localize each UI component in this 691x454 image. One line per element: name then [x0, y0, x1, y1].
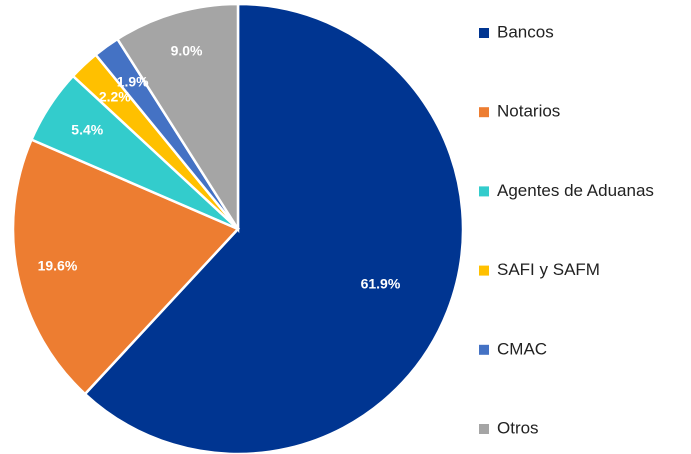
pie-slice [11, 137, 241, 396]
pie-slice [83, 2, 465, 454]
data-label: 61.9% [361, 276, 401, 292]
data-label: 5.4% [71, 121, 103, 137]
legend-swatch [479, 28, 489, 38]
data-label: 9.0% [171, 43, 203, 59]
legend-label: CMAC [497, 339, 547, 358]
legend-label: Otros [497, 418, 539, 437]
legend-swatch [479, 344, 489, 355]
legend-swatch [479, 107, 489, 118]
legend-label: Notarios [497, 102, 560, 121]
data-label: 1.9% [117, 74, 149, 90]
legend-label: SAFI y SAFM [497, 260, 600, 279]
legend-swatch [479, 186, 489, 197]
legend-swatch [479, 424, 489, 434]
legend-label: Agentes de Aduanas [497, 181, 654, 200]
legend-swatch [479, 265, 489, 276]
legend-label: Bancos [497, 22, 554, 41]
data-label: 2.2% [99, 88, 131, 104]
pie-slice [115, 2, 240, 234]
data-label: 19.6% [38, 258, 78, 274]
